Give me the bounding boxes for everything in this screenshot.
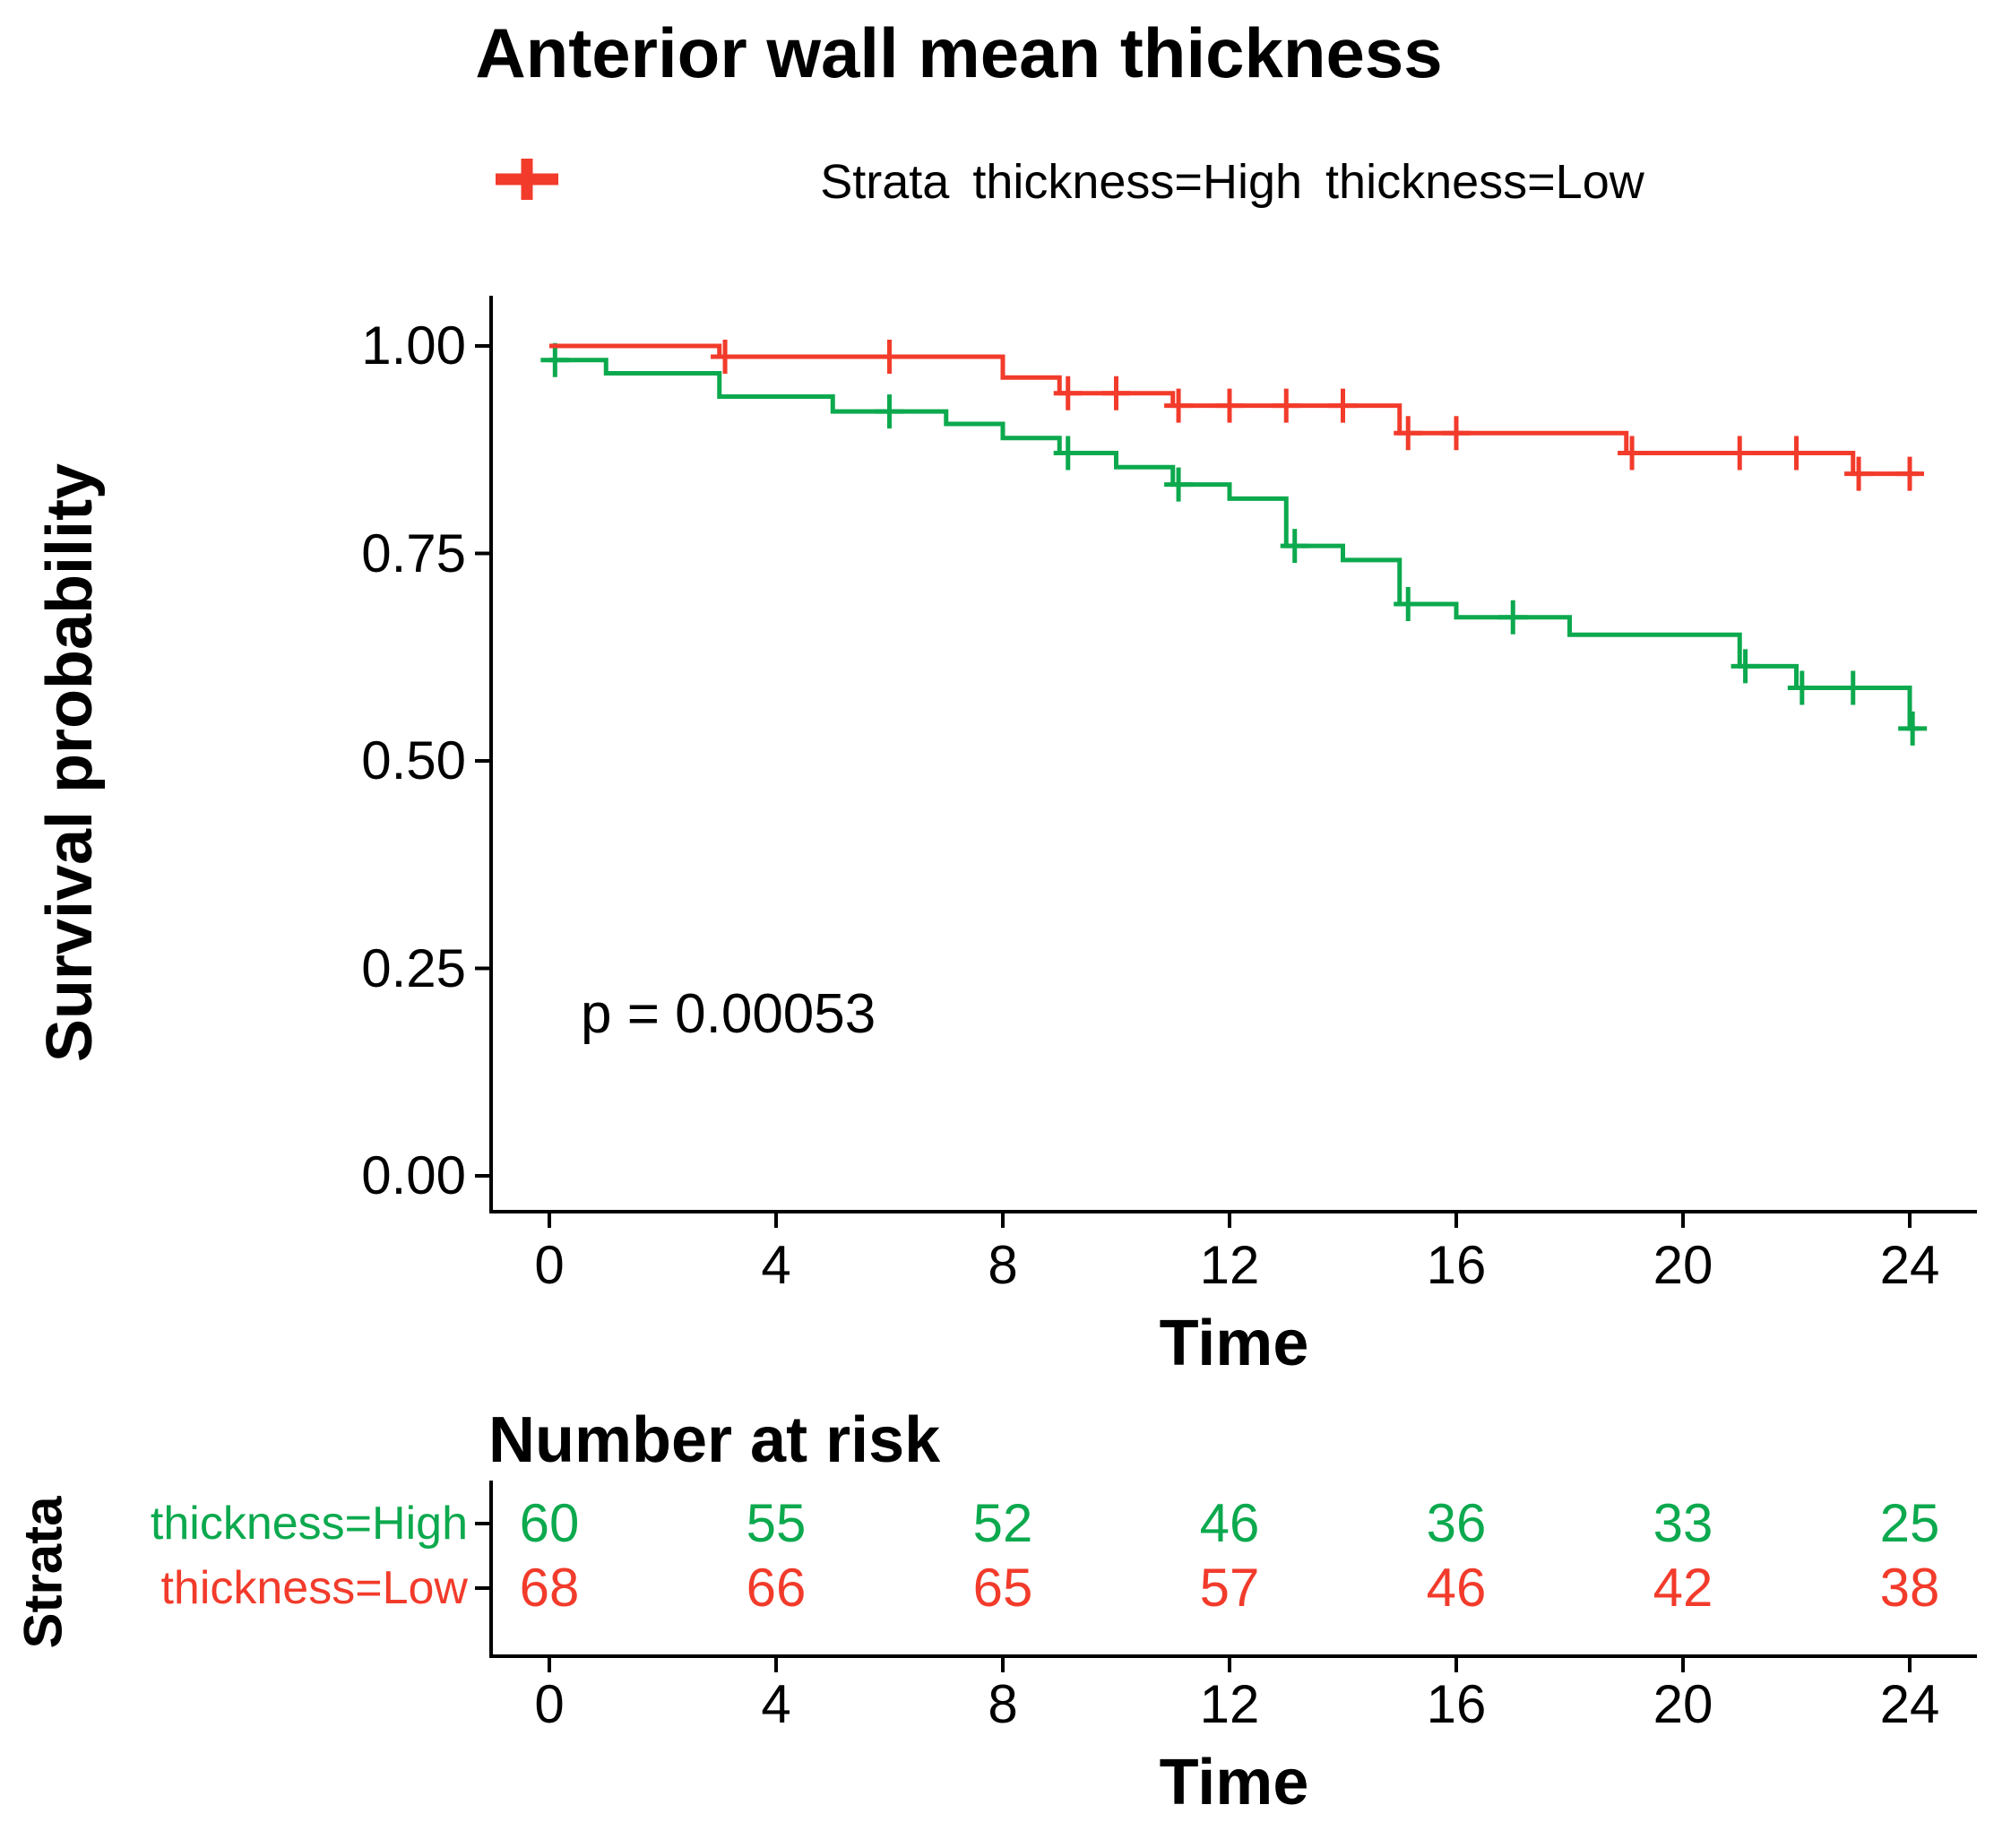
x-tick-label: 20 xyxy=(1653,1235,1713,1295)
y-tick-label: 0.75 xyxy=(361,522,466,583)
risk-count: 36 xyxy=(1426,1493,1487,1553)
risk-x-tick-label: 0 xyxy=(534,1674,565,1734)
risk-count: 68 xyxy=(519,1558,580,1618)
x-tick-label: 8 xyxy=(988,1235,1018,1295)
x-tick-label: 24 xyxy=(1879,1235,1940,1295)
risk-x-tick-label: 16 xyxy=(1426,1674,1487,1734)
censor-mark xyxy=(1394,586,1423,621)
censor-mark xyxy=(1618,436,1647,471)
risk-x-tick-label: 20 xyxy=(1653,1674,1713,1734)
risk-row-label-low: thickness=Low xyxy=(160,1562,468,1614)
censor-mark xyxy=(1394,416,1423,451)
censor-mark xyxy=(1730,649,1760,684)
risk-count: 25 xyxy=(1879,1493,1940,1553)
y-tick-label: 0.50 xyxy=(361,730,466,790)
risk-x-tick-label: 12 xyxy=(1199,1674,1260,1734)
censor-mark xyxy=(1328,388,1358,423)
risk-count: 46 xyxy=(1199,1493,1260,1553)
x-tick-label: 0 xyxy=(534,1235,565,1295)
censor-mark xyxy=(1725,436,1755,471)
censor-mark xyxy=(540,342,570,377)
censor-mark xyxy=(875,340,904,375)
censor-mark xyxy=(1782,436,1811,471)
p-value-annotation: p = 0.00053 xyxy=(581,983,876,1045)
censor-mark xyxy=(1164,467,1194,502)
legend-item-low: thickness=Low xyxy=(496,154,1644,210)
risk-count: 42 xyxy=(1653,1558,1713,1618)
censor-mark xyxy=(1498,600,1528,635)
censor-mark xyxy=(875,394,904,429)
censor-mark xyxy=(1838,670,1868,705)
x-tick-label: 4 xyxy=(761,1235,791,1295)
survival-curve-low xyxy=(549,343,1919,477)
x-tick-label: 16 xyxy=(1426,1235,1487,1295)
censor-mark xyxy=(1844,456,1874,491)
censor-mark xyxy=(1215,388,1244,423)
censor-mark xyxy=(1164,388,1194,423)
censor-mark xyxy=(1895,456,1924,491)
legend-item-high: thickness=High xyxy=(496,154,1303,210)
chart-title: Anterior wall mean thickness xyxy=(475,13,1443,92)
y-tick-label: 0.25 xyxy=(361,937,466,998)
legend-label-low: thickness=Low xyxy=(1325,155,1644,209)
risk-table-x-axis-title: Time xyxy=(1159,1747,1309,1818)
risk-count: 52 xyxy=(972,1493,1033,1553)
censor-mark xyxy=(1442,416,1471,451)
censor-mark xyxy=(1053,436,1083,471)
risk-count: 60 xyxy=(519,1493,580,1553)
risk-count: 57 xyxy=(1199,1558,1260,1618)
censor-mark xyxy=(1101,376,1131,410)
survival-curve-high xyxy=(549,358,1919,731)
legend: Strata thickness=High thickness=Low xyxy=(493,154,1972,210)
risk-count: 66 xyxy=(746,1558,807,1618)
risk-x-tick-label: 24 xyxy=(1879,1674,1940,1734)
y-tick-label: 0.00 xyxy=(361,1145,466,1205)
risk-count: 65 xyxy=(972,1558,1033,1618)
risk-count: 38 xyxy=(1879,1558,1940,1618)
risk-row-label-high: thickness=High xyxy=(150,1498,468,1550)
legend-label-high: thickness=High xyxy=(972,155,1303,209)
y-tick-label: 1.00 xyxy=(361,315,466,376)
risk-count: 33 xyxy=(1653,1493,1713,1553)
censor-mark xyxy=(1787,670,1817,705)
risk-x-tick-label: 8 xyxy=(988,1674,1018,1734)
legend-title: Strata xyxy=(820,155,950,209)
x-tick-label: 12 xyxy=(1199,1235,1260,1295)
risk-count: 46 xyxy=(1426,1558,1487,1618)
censor-plus-icon xyxy=(496,159,558,200)
risk-x-tick-label: 4 xyxy=(761,1674,791,1734)
risk-table-title: Number at risk xyxy=(488,1404,941,1476)
x-axis-title: Time xyxy=(1159,1308,1309,1379)
censor-mark xyxy=(1898,711,1928,746)
risk-count: 55 xyxy=(746,1493,807,1553)
censor-mark xyxy=(1272,388,1301,423)
censor-mark xyxy=(1053,376,1083,410)
censor-mark xyxy=(1280,529,1309,564)
censor-mark xyxy=(711,340,740,375)
